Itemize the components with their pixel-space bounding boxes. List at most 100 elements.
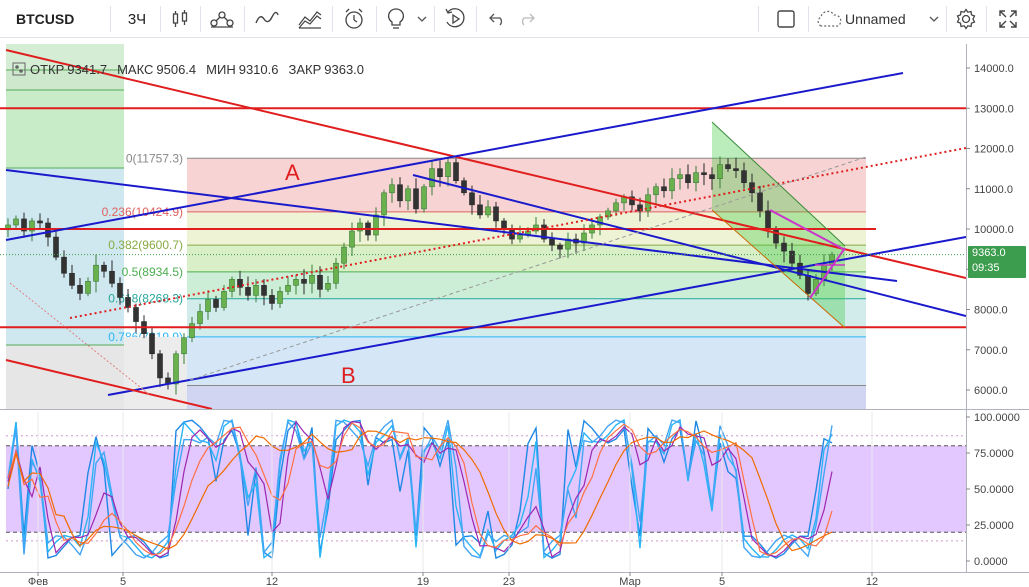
fib-left-zone xyxy=(6,168,124,345)
cloud-icon[interactable] xyxy=(813,0,845,38)
candle-body xyxy=(357,222,363,232)
candle-body xyxy=(93,264,99,282)
square-icon[interactable] xyxy=(772,0,800,38)
candle-body xyxy=(701,172,707,175)
toolbar-divider xyxy=(200,6,201,32)
idea-icon[interactable] xyxy=(382,0,410,38)
chevron-down-icon[interactable] xyxy=(924,0,944,38)
candle-body xyxy=(317,274,323,290)
fib-zone xyxy=(187,245,866,272)
layout-name[interactable]: Unnamed xyxy=(845,0,925,38)
stoch-line xyxy=(7,418,833,559)
price-axis-bg xyxy=(966,44,1029,572)
replay-icon[interactable] xyxy=(440,0,470,38)
candle-body xyxy=(405,188,411,202)
candle-body xyxy=(397,184,403,202)
annotation-a: A xyxy=(285,160,300,185)
legend-square-icon[interactable] xyxy=(12,62,26,76)
chart-area[interactable]: 0(11757.3) 0.236(10424.9) 0.382(9600.7) 0.5… xyxy=(0,38,1029,587)
blue-uptrend-line xyxy=(5,72,904,241)
close-label: ЗАКР xyxy=(288,61,322,77)
redo-icon[interactable] xyxy=(514,0,540,38)
compare-icon[interactable] xyxy=(206,0,238,38)
draw-icon[interactable] xyxy=(294,0,326,38)
candle-body xyxy=(133,307,139,322)
candle-body xyxy=(421,186,427,210)
open-label: ОТКР xyxy=(30,61,65,77)
candle-body xyxy=(117,283,123,298)
bar-countdown: 09:35 xyxy=(972,262,1000,274)
toolbar-divider xyxy=(434,6,435,32)
candle-body xyxy=(373,214,379,236)
fib-left-zone xyxy=(6,345,124,409)
fib-level-label: 0.382(9600.7) xyxy=(108,238,183,252)
candle-body xyxy=(325,283,331,290)
toolbar-divider xyxy=(244,6,245,32)
price-tick-label: 12000.0 xyxy=(974,144,1014,156)
fib-level-label: 0.5(8934.5) xyxy=(122,265,183,279)
red-dotted-trendline xyxy=(69,147,966,319)
toolbar-divider xyxy=(476,6,477,32)
candle-body xyxy=(229,279,235,292)
candle-body xyxy=(29,220,35,232)
candle-body xyxy=(101,264,107,272)
blue-lower-channel-line xyxy=(412,174,966,317)
toolbar-divider xyxy=(986,6,987,32)
undo-icon[interactable] xyxy=(484,0,510,38)
candle-body xyxy=(13,218,19,226)
candle-body xyxy=(61,256,67,274)
candle-body xyxy=(693,172,699,184)
candle-body xyxy=(781,242,787,252)
price-chart[interactable]: 0(11757.3) 0.236(10424.9) 0.382(9600.7) 0.5… xyxy=(0,38,1029,587)
candle-body xyxy=(741,170,747,184)
candle-body xyxy=(677,174,683,179)
candle-body xyxy=(453,162,459,181)
fib-level-label: 0.236(10424.9) xyxy=(102,205,183,219)
alert-icon[interactable] xyxy=(338,0,370,38)
symbol-button[interactable]: BTCUSD xyxy=(6,0,96,38)
magenta-wedge-upper xyxy=(769,209,846,251)
fullscreen-icon[interactable] xyxy=(994,0,1022,38)
candle-body xyxy=(445,162,451,177)
close-value: 9363.0 xyxy=(324,61,365,77)
candles-icon[interactable] xyxy=(166,0,194,38)
candle-body xyxy=(309,274,315,284)
settings-icon[interactable] xyxy=(952,0,980,38)
candle-body xyxy=(533,224,539,232)
interval-button[interactable]: 3Ч xyxy=(112,0,162,38)
candle-body xyxy=(333,262,339,284)
trend-lines[interactable] xyxy=(0,49,966,409)
toolbar-divider xyxy=(110,6,111,32)
green-channel-upper xyxy=(711,121,846,247)
time-tick-label: 5 xyxy=(120,576,126,587)
candle-body xyxy=(45,222,51,238)
candle-body xyxy=(557,244,563,250)
time-tick-label: Мар xyxy=(619,576,641,587)
candle-body xyxy=(485,206,491,216)
candle-body xyxy=(173,353,179,385)
candle-body xyxy=(189,323,195,338)
candle-body xyxy=(21,218,27,232)
open-value: 9341.7 xyxy=(67,61,108,77)
last-price-tag: 9363.0 09:35 xyxy=(968,246,1026,278)
candle-body xyxy=(181,337,187,355)
stoch-tick-label: 50.0000 xyxy=(974,484,1014,496)
toolbar-divider xyxy=(376,6,377,32)
candle-body xyxy=(437,168,443,177)
fib-zone xyxy=(187,336,866,386)
top-toolbar: BTCUSD 3Ч Unnamed xyxy=(0,0,1029,38)
price-tick-label: 6000.0 xyxy=(974,385,1008,397)
high-value: 9506.4 xyxy=(156,61,197,77)
price-tick-label: 10000.0 xyxy=(974,224,1014,236)
candle-body xyxy=(725,164,731,169)
chevron-down-icon[interactable] xyxy=(412,0,432,38)
candle-body xyxy=(85,281,91,294)
price-tick-label: 8000.0 xyxy=(974,305,1008,317)
candle-body xyxy=(37,220,43,224)
red-lower-line xyxy=(5,359,213,409)
layout-name-label: Unnamed xyxy=(845,11,906,27)
candle-body xyxy=(237,279,243,288)
high-label: МАКС xyxy=(117,61,154,77)
indicators-icon[interactable] xyxy=(252,0,282,38)
candle-body xyxy=(197,311,203,324)
